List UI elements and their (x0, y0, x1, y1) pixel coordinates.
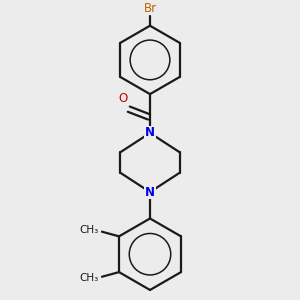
Text: CH₃: CH₃ (80, 273, 99, 283)
Text: N: N (145, 127, 155, 140)
Text: O: O (118, 92, 127, 105)
Text: N: N (145, 185, 155, 199)
Text: CH₃: CH₃ (80, 225, 99, 235)
Text: Br: Br (143, 2, 157, 16)
